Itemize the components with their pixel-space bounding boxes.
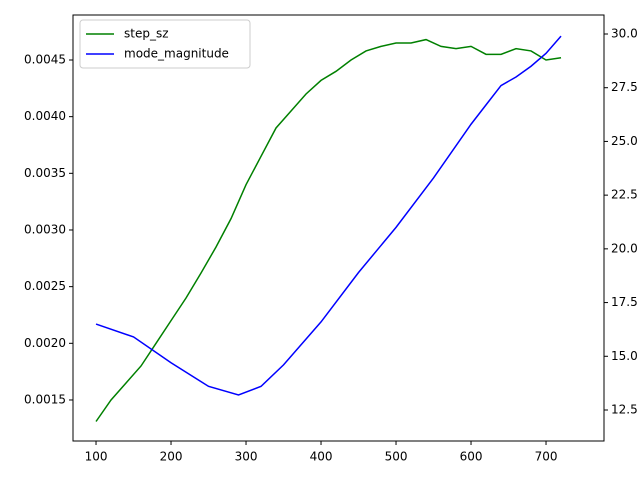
legend-box [79,19,251,69]
y-tick-label: 0.0015 [24,392,66,406]
y-tick-label: 0.0045 [24,52,66,66]
x-tick-label: 200 [160,450,183,464]
data-line [95,35,562,396]
legend-label: step_sz [124,27,169,41]
y2-tick-label: 12.5 [611,402,638,416]
y-tick-label: 0.0030 [24,222,66,236]
y2-tick-label: 27.5 [611,80,638,94]
y2-tick-label: 15.0 [611,349,638,363]
y2-tick-label: 22.5 [611,188,638,202]
x-tick-label: 100 [85,450,108,464]
y2-tick-label: 30.0 [611,26,638,40]
x-tick-label: 700 [535,450,558,464]
y-tick-label: 0.0020 [24,336,66,350]
axes-frame [72,14,605,442]
x-tick-label: 500 [385,450,408,464]
y2-tick-label: 25.0 [611,134,638,148]
y2-tick-label: 17.5 [611,295,638,309]
y2-tick-label: 20.0 [611,241,638,255]
y-tick-label: 0.0025 [24,279,66,293]
y-tick-label: 0.0035 [24,166,66,180]
x-tick-label: 600 [460,450,483,464]
y-tick-label: 0.0040 [24,109,66,123]
data-line [95,38,562,422]
x-tick-label: 300 [235,450,258,464]
legend-label: mode_magnitude [124,47,229,61]
x-tick-label: 400 [310,450,333,464]
